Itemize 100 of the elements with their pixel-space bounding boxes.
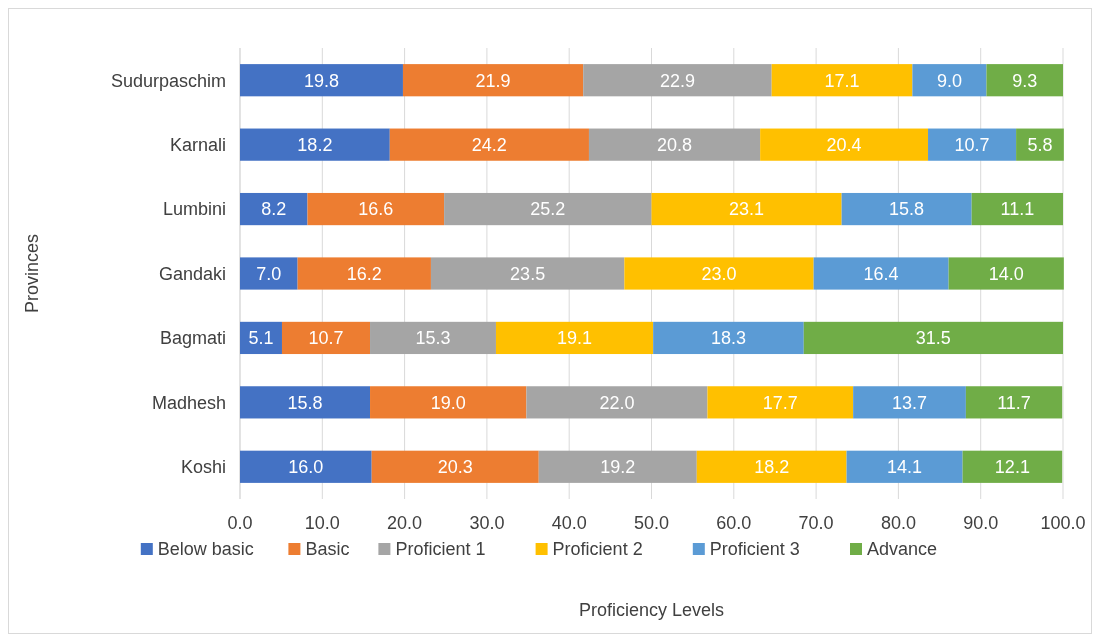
data-label: 10.7: [954, 134, 990, 155]
data-label: 31.5: [915, 328, 951, 349]
y-tick-label: Madhesh: [151, 392, 226, 413]
bar: [928, 128, 1017, 161]
x-tick-label: 10.0: [304, 513, 340, 533]
bar: [653, 321, 804, 355]
bar: [912, 64, 987, 97]
bar: [813, 257, 949, 290]
bar: [240, 64, 403, 97]
data-label: 18.3: [710, 328, 746, 349]
bar: [370, 386, 527, 419]
bar: [297, 257, 431, 290]
data-label: 23.1: [729, 199, 765, 220]
bar: [962, 450, 1063, 483]
bar: [240, 321, 282, 355]
bar: [430, 257, 625, 290]
bar: [281, 321, 371, 355]
x-axis-title: Proficiency Levels: [578, 600, 725, 620]
x-tick-label: 50.0: [633, 513, 670, 533]
x-tick-label: 90.0: [963, 513, 999, 533]
data-label: 15.8: [287, 392, 323, 413]
bar: [707, 386, 854, 419]
bar: [370, 321, 496, 355]
bar: [240, 257, 298, 290]
x-tick-label: 100.0: [1040, 513, 1086, 533]
data-label: 14.0: [988, 263, 1024, 284]
data-label: 19.1: [557, 328, 593, 349]
data-label: 12.1: [994, 457, 1030, 478]
bar: [760, 128, 929, 161]
data-label: 20.3: [437, 457, 473, 478]
y-tick-label: Sudurpaschim: [110, 70, 226, 91]
data-label: 18.2: [297, 134, 333, 155]
data-label: 15.8: [889, 199, 925, 220]
data-label: 22.0: [599, 392, 635, 413]
y-tick-label: Gandaki: [158, 263, 226, 284]
bar: [371, 450, 539, 483]
bar: [624, 257, 814, 290]
data-label: 8.2: [261, 199, 287, 220]
data-label: 21.9: [475, 70, 511, 91]
data-label: 19.2: [600, 457, 636, 478]
data-label: 17.7: [762, 392, 798, 413]
bar: [771, 64, 913, 97]
data-label: 20.4: [826, 134, 862, 155]
x-tick-label: 30.0: [469, 513, 505, 533]
data-label: 23.5: [510, 263, 546, 284]
data-label: 9.0: [936, 70, 962, 91]
data-label: 5.1: [248, 328, 274, 349]
bar: [841, 192, 972, 226]
bar: [803, 321, 1063, 355]
data-label: 23.0: [701, 263, 737, 284]
bar: [846, 450, 963, 483]
data-label: 22.9: [659, 70, 695, 91]
bar: [240, 386, 371, 419]
data-label: 19.8: [303, 70, 339, 91]
data-label: 13.7: [891, 392, 928, 413]
y-tick-label: Koshi: [180, 457, 226, 478]
data-label: 18.2: [754, 457, 790, 478]
y-tick-label: Karnali: [169, 134, 226, 155]
data-label: 24.2: [471, 134, 507, 155]
x-tick-label: 70.0: [798, 513, 834, 533]
data-label: 16.0: [288, 457, 324, 478]
y-tick-label: Bagmati: [159, 328, 226, 349]
bar: [696, 450, 847, 483]
data-label: 25.2: [530, 199, 566, 220]
data-label: 19.0: [430, 392, 466, 413]
data-label: 11.1: [1000, 199, 1035, 220]
x-tick-label: 0.0: [227, 513, 253, 533]
x-tick-label: 80.0: [880, 513, 916, 533]
data-label: 17.1: [824, 70, 860, 91]
data-label: 16.6: [358, 199, 394, 220]
data-label: 15.3: [415, 328, 451, 349]
data-label: 14.1: [887, 457, 923, 478]
legend-label: Proficient 1: [395, 539, 486, 560]
legend-label: Basic: [305, 539, 350, 560]
legend-label: Proficient 2: [552, 539, 643, 560]
bar: [526, 386, 708, 419]
legend-label: Proficient 3: [709, 539, 800, 560]
data-label: 20.8: [657, 134, 693, 155]
data-label: 11.7: [997, 392, 1031, 413]
data-label: 7.0: [256, 263, 282, 284]
bar: [538, 450, 697, 483]
bar: [240, 192, 308, 226]
bar: [583, 64, 772, 97]
bar: [495, 321, 654, 355]
x-tick-label: 40.0: [551, 513, 587, 533]
y-axis-title: Provinces: [22, 233, 42, 314]
y-tick-label: Lumbini: [162, 199, 226, 220]
legend-label: Below basic: [157, 539, 254, 560]
bar: [389, 128, 589, 161]
data-label: 16.4: [863, 263, 899, 284]
bar: [444, 192, 652, 226]
legend-label: Advance: [867, 539, 938, 560]
bar: [948, 257, 1064, 290]
bar: [651, 192, 842, 226]
data-label: 16.2: [346, 263, 382, 284]
bar: [307, 192, 445, 226]
x-tick-label: 20.0: [387, 513, 423, 533]
data-label: 5.8: [1027, 134, 1053, 155]
data-label: 10.7: [308, 328, 344, 349]
bar: [240, 128, 390, 161]
